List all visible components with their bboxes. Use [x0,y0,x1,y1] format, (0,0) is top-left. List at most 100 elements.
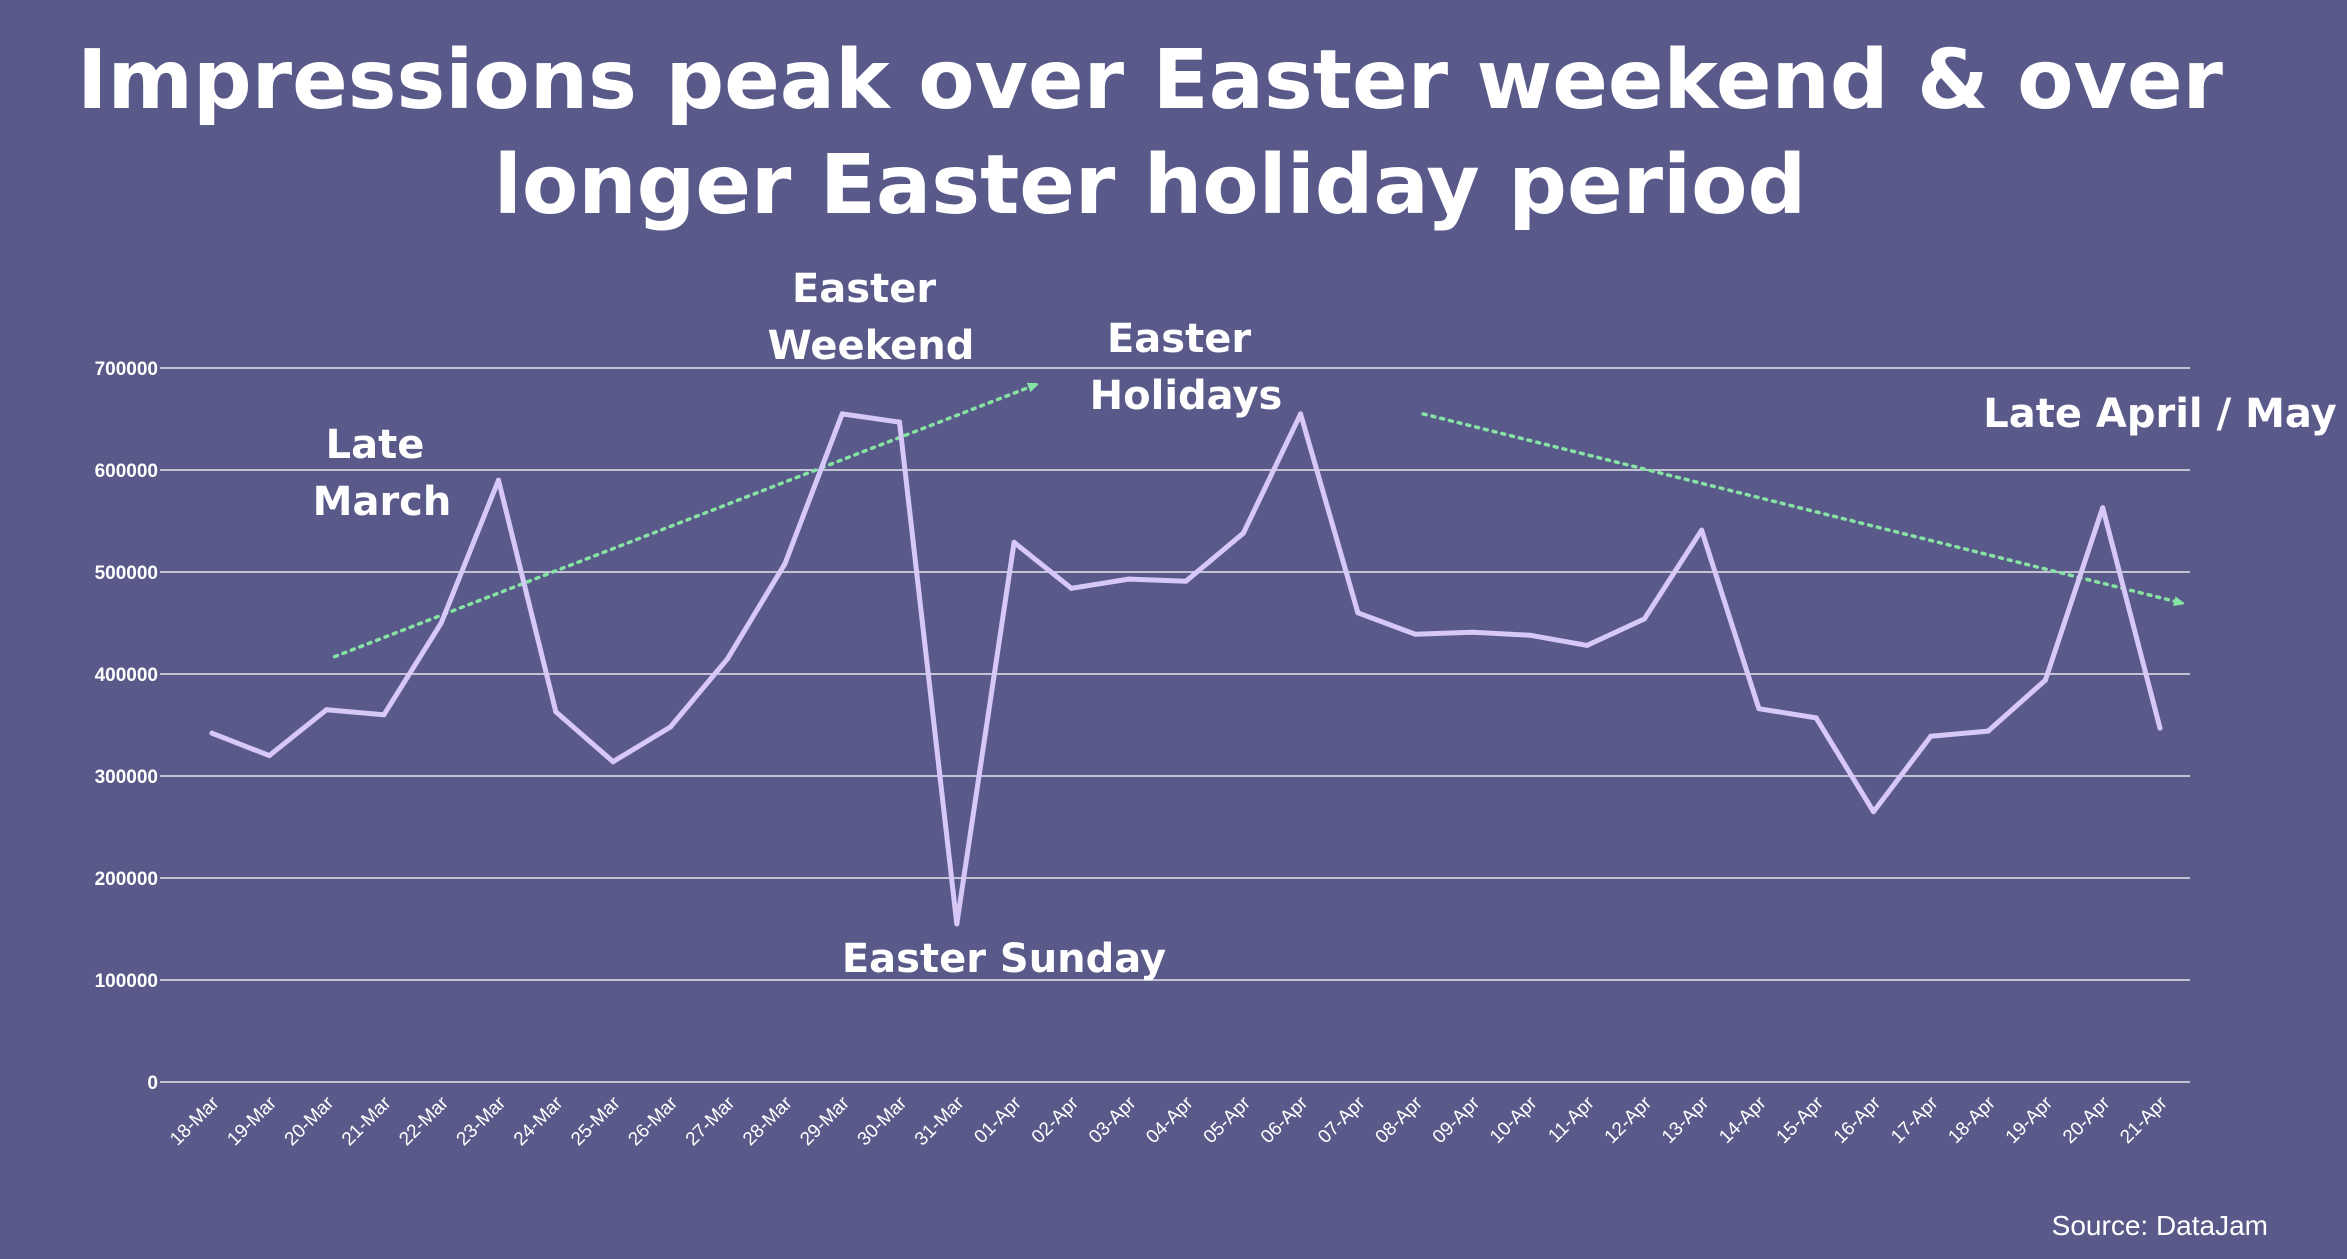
data-point [324,707,330,713]
x-tick-label: 18-Apr [1944,1092,2000,1148]
x-tick-label: 24-Mar [510,1092,568,1150]
y-tick-label: 0 [147,1073,158,1094]
data-point [725,656,731,662]
data-point [1985,728,1991,734]
x-tick-label: 31-Mar [911,1092,969,1150]
x-tick-label: 19-Mar [223,1092,281,1150]
y-tick-label: 300000 [95,767,158,788]
trend-arrow [1421,412,2180,603]
y-tick-label: 500000 [95,563,158,584]
data-point [1355,610,1361,616]
x-tick-label: 16-Apr [1830,1092,1886,1148]
y-axis-tick-labels: 0 100000 200000 300000 400000 500000 600000 700… [95,359,158,1094]
x-tick-label: 29-Mar [796,1092,854,1150]
x-tick-label: 02-Apr [1028,1092,1084,1148]
x-tick-label: 14-Apr [1715,1092,1771,1148]
x-tick-label: 07-Apr [1314,1092,1370,1148]
annotation-easter-sunday-line-1: Easter Sunday [842,936,1166,982]
x-tick-label: 27-Mar [682,1092,740,1150]
impressions-line [209,411,2163,927]
x-tick-label: 11-Apr [1544,1092,1599,1147]
x-tick-label: 04-Apr [1142,1092,1198,1148]
data-point [1699,527,1705,533]
y-tick-label: 100000 [95,971,158,992]
data-point [1298,411,1304,417]
data-point [2042,677,2048,683]
data-point [1183,578,1189,584]
annotation-late-march: Late March [313,422,452,525]
data-point [438,620,444,626]
data-point [266,753,272,759]
annotation-easter-weekend-line-2: Weekend [768,323,975,369]
chart-title-line-1: Impressions peak over Easter weekend & o… [77,33,2224,128]
annotation-easter-sunday: Easter Sunday [842,936,1166,982]
annotations: Late March Easter Weekend Easter Holiday… [313,266,2337,982]
data-point [1469,629,1475,635]
data-point [1928,733,1934,739]
data-point [1813,715,1819,721]
x-tick-label: 06-Apr [1257,1092,1313,1148]
x-axis-tick-labels: 18-Mar 19-Mar 20-Mar 21-Mar 22-Mar 23-Mar 24-M… [166,1092,2172,1150]
y-tick-label: 200000 [95,869,158,890]
x-tick-label: 17-Apr [1887,1092,1943,1148]
x-tick-label: 15-Apr [1773,1092,1829,1148]
data-point [897,419,903,425]
x-tick-label: 22-Mar [395,1092,453,1150]
trend-arrows [332,385,2180,659]
data-point [2157,725,2163,731]
data-point [1011,539,1017,545]
x-tick-label: 01-Apr [970,1092,1026,1148]
x-tick-label: 20-Apr [2059,1092,2115,1148]
data-point [1527,632,1533,638]
data-point [1068,585,1074,591]
x-tick-label: 10-Apr [1486,1092,1542,1148]
x-tick-label: 23-Mar [453,1092,511,1150]
data-point [954,921,960,927]
data-point [1584,642,1590,648]
x-tick-label: 26-Mar [624,1092,682,1150]
data-point [839,411,845,417]
annotation-easter-weekend: Easter Weekend [768,266,975,369]
x-tick-label: 20-Mar [281,1092,339,1150]
x-tick-label: 30-Mar [854,1092,912,1150]
x-tick-label: 19-Apr [2002,1092,2058,1148]
x-tick-label: 21-Apr [2116,1092,2172,1148]
x-tick-label: 09-Apr [1429,1092,1485,1148]
y-tick-label: 700000 [95,359,158,380]
x-tick-label: 05-Apr [1200,1092,1256,1148]
annotation-easter-holidays-line-2: Holidays [1090,373,1283,419]
data-point [1240,530,1246,536]
x-tick-label: 12-Apr [1601,1092,1657,1148]
x-tick-label: 25-Mar [567,1092,625,1150]
x-tick-label: 13-Apr [1658,1092,1714,1148]
y-tick-label: 600000 [95,461,158,482]
annotation-late-march-line-1: Late [326,422,425,468]
x-tick-label: 03-Apr [1085,1092,1141,1148]
data-point [2100,505,2106,511]
annotation-late-april-may: Late April / May [1983,391,2337,437]
data-point [1756,706,1762,712]
data-point [1641,616,1647,622]
data-point [553,709,559,715]
data-point [1412,631,1418,637]
data-point [495,477,501,483]
data-point [667,724,673,730]
x-tick-label: 28-Mar [739,1092,797,1150]
x-tick-label: 08-Apr [1372,1092,1428,1148]
trend-arrow [332,385,1035,659]
data-point [1126,576,1132,582]
x-tick-label: 18-Mar [166,1092,224,1150]
y-tick-label: 400000 [95,665,158,686]
chart-title-line-2: longer Easter holiday period [494,138,1806,233]
data-point [209,730,215,736]
data-point [381,712,387,718]
data-point [610,759,616,765]
annotation-late-april-may-line-1: Late April / May [1983,391,2337,437]
data-point [782,561,788,567]
source-note: Source: DataJam [2052,1210,2268,1241]
annotation-late-march-line-2: March [313,479,452,525]
x-tick-label: 21-Mar [338,1092,396,1150]
annotation-easter-weekend-line-1: Easter [792,266,936,312]
